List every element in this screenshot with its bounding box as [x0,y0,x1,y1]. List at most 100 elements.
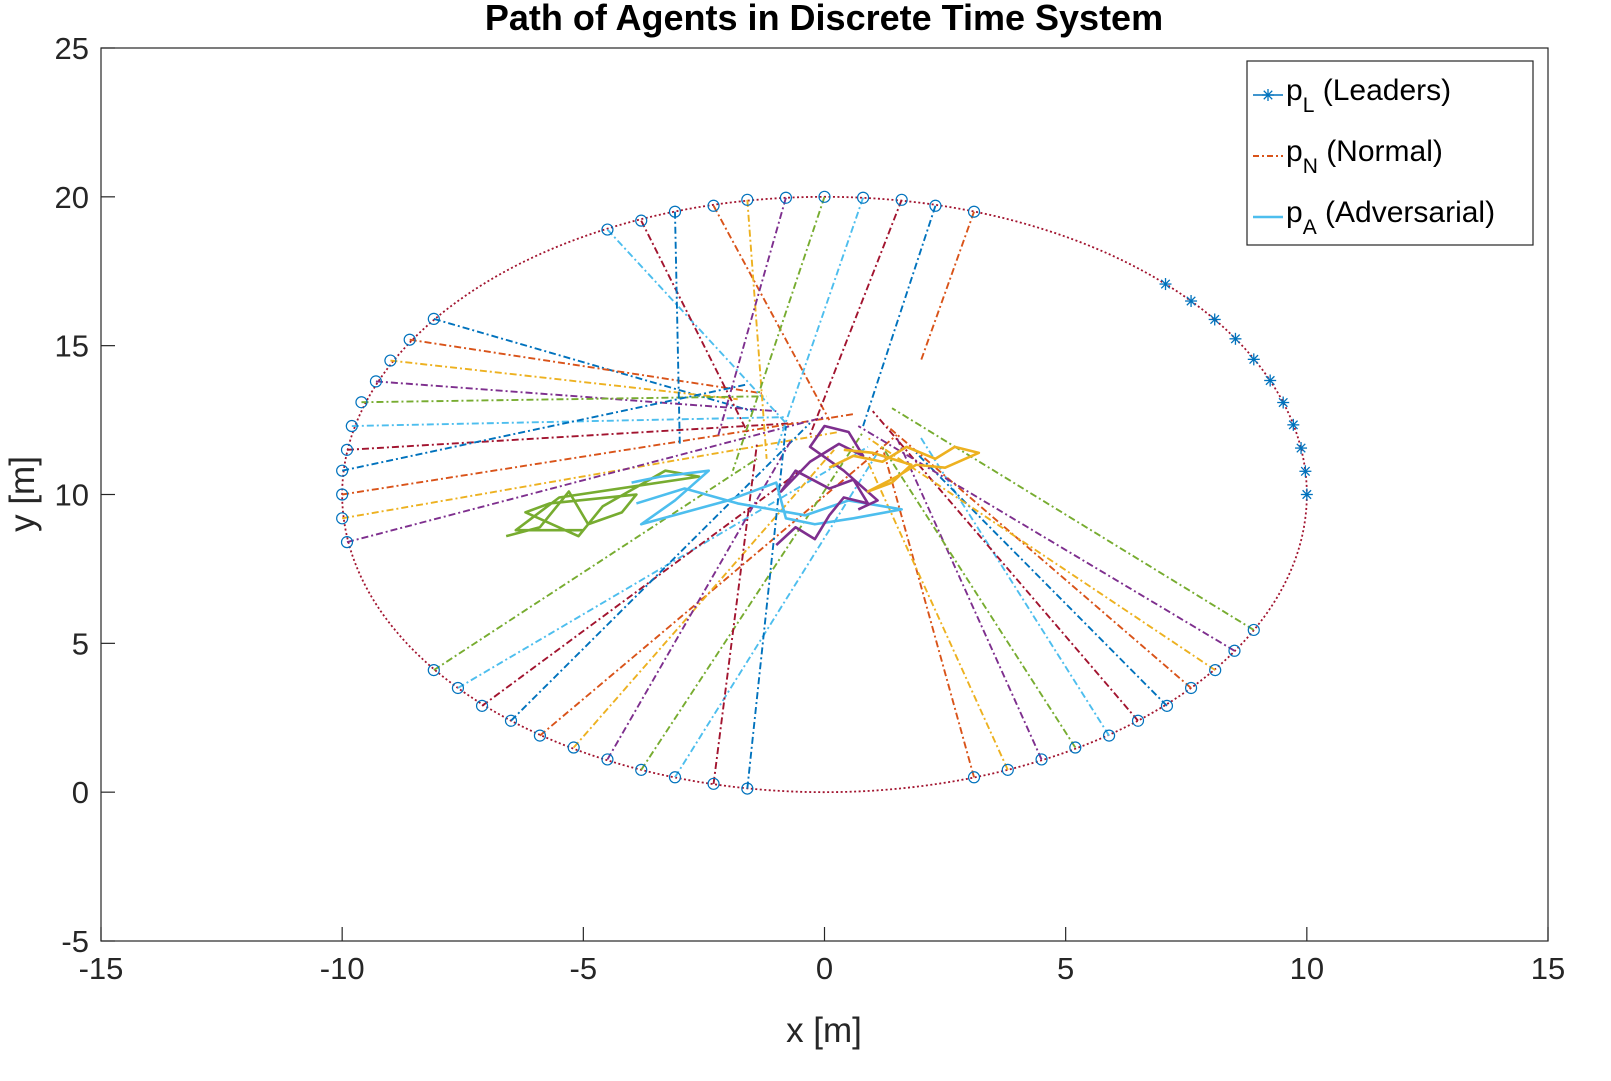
normal-start-marker [707,199,720,212]
normal-agent-path [895,437,1043,760]
legend-entry: pL (Leaders) [1253,74,1451,117]
normal-agent-path [867,437,1216,671]
normal-start-marker [403,333,416,346]
normal-agent-path [375,380,777,413]
normal-start-marker [601,223,614,236]
normal-start-marker [427,664,440,677]
normal-start-marker [856,191,870,204]
star-stroke [1296,443,1306,453]
normal-agent-path [867,461,1009,771]
y-tick-label: 5 [72,626,89,661]
leader-marker [1295,442,1308,455]
star-stroke [1230,334,1241,344]
y-tick-label: 25 [55,31,89,66]
normal-agent-path [341,383,748,472]
normal-start-marker [384,354,397,367]
leader-marker [1300,488,1313,501]
normal-start-marker [895,193,908,206]
normal-agent-path [481,469,801,707]
x-tick-label: -5 [570,951,598,986]
normal-start-marker [668,205,682,218]
normal-agent-path [920,437,1110,737]
normal-agent-path [862,205,937,427]
leader-marker [1159,278,1172,291]
axis-ticks: -15 -10 -5 0 5 10 15 -5 0 5 10 15 20 25 [55,31,1566,986]
leader-marker [1287,418,1300,431]
normal-start-marker [818,190,831,203]
normal-start-marker [369,375,383,388]
leader-marker [1264,374,1277,387]
normal-agent-path [510,422,811,722]
star-stroke [1265,375,1275,386]
adversarial-path [828,445,981,493]
x-tick-label: 15 [1531,951,1565,986]
normal-start-marker [1228,644,1241,657]
normal-start-marker [427,312,440,325]
normal-agent-path [717,197,787,436]
leader-marker [1229,332,1242,345]
normal-start-marker [967,205,981,218]
normal-agent-path [409,338,762,395]
normal-agent-path [881,446,975,778]
normal-start-marker [340,536,354,549]
normal-start-marker [1209,664,1222,677]
normal-agent-path [606,228,787,424]
y-tick-label: 0 [72,775,89,810]
normal-agent-path [457,446,869,689]
star-stroke [1186,296,1196,306]
normal-start-marker [1035,753,1048,766]
normal-start-marker [635,214,648,227]
normal-agent-path [572,449,835,749]
normal-agent-path [809,199,903,436]
normal-agent-path [891,407,1255,631]
legend-entry: pN (Normal) [1253,135,1443,178]
leader-marker [1247,353,1260,366]
normal-agent-path [886,425,1192,689]
x-axis-label: x [m] [786,1011,862,1050]
y-axis-label: y [m] [3,456,42,532]
normal-agent-path [746,425,787,789]
normal-start-marker [336,512,349,525]
x-tick-label: -10 [320,951,365,986]
y-tick-label: -5 [61,924,89,959]
normal-start-marker [345,419,358,433]
normal-agent-path [674,452,879,778]
normal-agent-path [351,416,786,427]
normal-start-marker [668,771,682,784]
normal-agent-path [390,359,738,401]
adversarial-path [505,469,701,538]
star-stroke [1302,489,1312,500]
normal-agent-path [342,413,854,496]
x-tick-label: -15 [79,951,124,986]
normal-agent-path [674,211,681,444]
normal-start-marker [567,741,580,754]
normal-start-marker [475,699,489,712]
normal-start-marker [707,777,720,790]
adversarial-path [631,469,903,526]
normal-agent-path [857,425,1235,652]
adversarial-path [775,424,879,547]
normal-start-marker [1001,763,1014,776]
normal-agent-path [731,196,826,471]
normal-start-marker [1102,729,1116,742]
x-tick-label: 10 [1290,951,1324,986]
normal-start-marker [1184,681,1198,695]
normal-agent-path [539,434,898,737]
leader-marker [1185,295,1198,308]
normal-start-marker [1069,741,1082,754]
star-stroke [1160,279,1171,289]
normal-start-marker [533,729,547,742]
normal-start-marker [741,193,754,206]
normal-agent-path [712,205,831,421]
y-tick-label: 20 [55,180,89,215]
legend: pL (Leaders) pN (Normal) pA (Adversarial) [1246,60,1534,246]
normal-start-marker [635,763,648,776]
normal-start-marker [1247,623,1260,637]
leader-marker [1299,465,1312,478]
leader-marker [1208,313,1221,326]
normal-start-marker [504,714,518,727]
normal-start-marker [1160,699,1174,712]
leader-marker [1277,396,1290,409]
star-stroke [1288,420,1299,430]
y-tick-label: 10 [55,478,89,513]
